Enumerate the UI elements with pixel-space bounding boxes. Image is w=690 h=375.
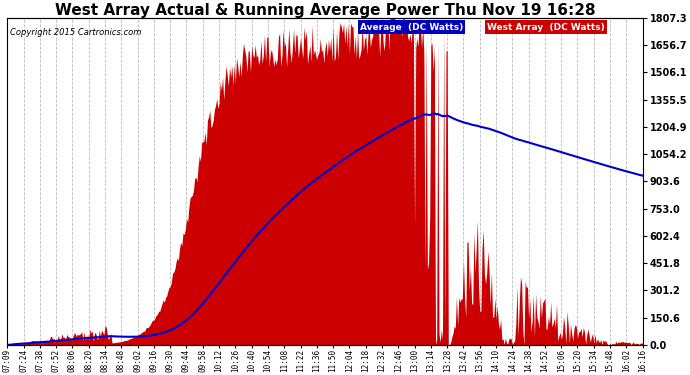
Text: Copyright 2015 Cartronics.com: Copyright 2015 Cartronics.com xyxy=(10,28,142,37)
Title: West Array Actual & Running Average Power Thu Nov 19 16:28: West Array Actual & Running Average Powe… xyxy=(55,3,595,18)
Text: West Array  (DC Watts): West Array (DC Watts) xyxy=(487,22,604,32)
Text: Average  (DC Watts): Average (DC Watts) xyxy=(360,22,463,32)
